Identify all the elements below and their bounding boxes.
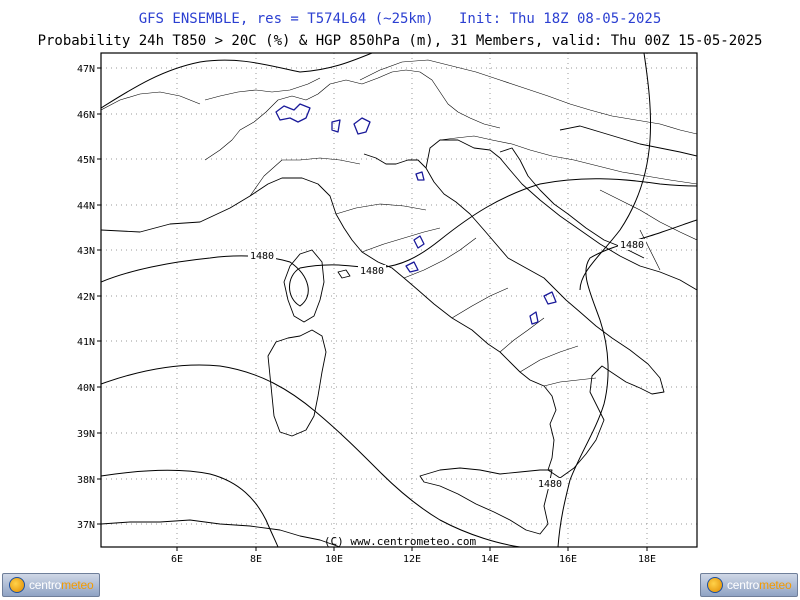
- centrometeo-logo-right[interactable]: centrometeo: [700, 573, 798, 597]
- lat-label: 46N: [77, 110, 95, 121]
- contour-label: 1480: [360, 266, 384, 277]
- logo-brand-right: meteo: [759, 578, 792, 592]
- lat-label: 42N: [77, 292, 95, 303]
- lon-label: 14E: [481, 554, 499, 565]
- coastline: [101, 125, 697, 547]
- lat-label: 47N: [77, 64, 95, 75]
- lat-label: 39N: [77, 429, 95, 440]
- lon-label: 12E: [403, 554, 421, 565]
- country-borders: [101, 59, 697, 387]
- logo-brand-left: centro: [727, 578, 760, 592]
- longitude-labels: 6E 8E 10E 12E 14E 16E 18E: [171, 554, 656, 565]
- graticule: [101, 53, 697, 547]
- copyright-text: (C) www.centrometeo.com: [324, 535, 477, 548]
- lon-label: 6E: [171, 554, 183, 565]
- lon-label: 8E: [250, 554, 262, 565]
- globe-icon: [9, 577, 25, 593]
- lat-label: 45N: [77, 155, 95, 166]
- contour-label: 1480: [250, 251, 274, 262]
- geopotential-contours: [101, 53, 697, 547]
- lat-label: 41N: [77, 337, 95, 348]
- logo-brand-left: centro: [29, 578, 62, 592]
- lat-label: 44N: [77, 201, 95, 212]
- lon-label: 16E: [559, 554, 577, 565]
- logo-brand-right: meteo: [61, 578, 94, 592]
- lat-label: 43N: [77, 246, 95, 257]
- lon-label: 10E: [325, 554, 343, 565]
- contour-label: 1480: [620, 240, 644, 251]
- contour-labels: 1480 1480 1480 1480: [248, 239, 646, 490]
- lon-label: 18E: [638, 554, 656, 565]
- axis-ticks: [97, 67, 648, 551]
- map-frame: [100, 52, 698, 548]
- chart-title-line1: GFS ENSEMBLE, res = T574L64 (~25km) Init…: [138, 11, 662, 27]
- chart-title-line2: Probability 24h T850 > 20C (%) & HGP 850…: [37, 33, 763, 49]
- latitude-labels: 47N 46N 45N 44N 43N 42N 41N 40N 39N 38N …: [77, 64, 95, 531]
- centrometeo-logo-left[interactable]: centrometeo: [2, 573, 100, 597]
- probability-contours: [275, 103, 557, 325]
- lat-label: 37N: [77, 520, 95, 531]
- lat-label: 38N: [77, 475, 95, 486]
- globe-icon: [707, 577, 723, 593]
- lat-label: 40N: [77, 383, 95, 394]
- contour-label: 1480: [538, 479, 562, 490]
